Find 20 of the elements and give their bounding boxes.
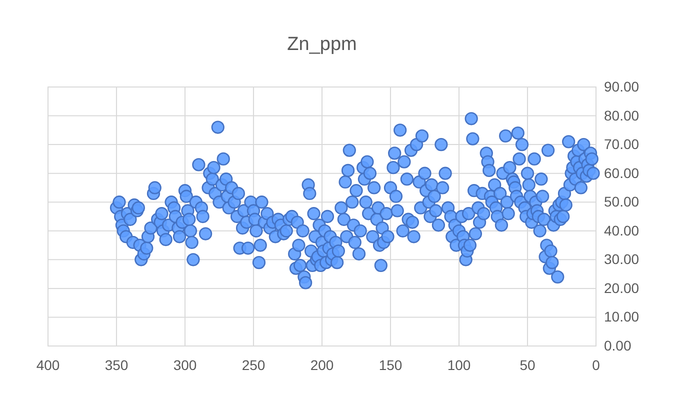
y-tick-label: 30.00 (604, 251, 640, 268)
x-tick-label: 300 (173, 356, 197, 373)
y-tick-label: 0.00 (604, 337, 632, 354)
y-tick-label: 70.00 (604, 136, 640, 152)
x-tick-label: 350 (104, 356, 128, 373)
x-tick-label: 400 (36, 356, 60, 373)
chart-title: Zn_ppm (287, 34, 357, 55)
y-tick-label: 10.00 (604, 308, 640, 325)
y-tick-label: 90.00 (604, 78, 640, 94)
y-tick-label: 20.00 (604, 280, 640, 296)
x-tick-label: 100 (447, 356, 471, 373)
y-tick-label: 80.00 (604, 107, 640, 124)
x-tick-label: 200 (310, 356, 334, 373)
x-tick-label: 250 (242, 356, 266, 373)
x-tick-label: 150 (378, 356, 402, 373)
y-tick-label: 40.00 (604, 222, 640, 238)
x-tick-label: 50 (520, 356, 536, 373)
x-tick-label: 0 (592, 356, 600, 373)
y-tick-label: 60.00 (604, 164, 640, 181)
y-tick-label: 50.00 (604, 194, 640, 210)
